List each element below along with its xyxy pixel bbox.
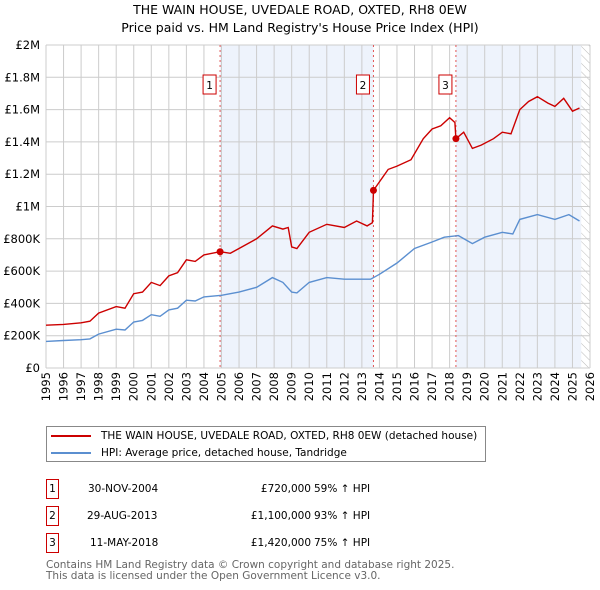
sale-date: 11-MAY-2018 — [90, 537, 159, 549]
x-tick-label: 1997 — [74, 372, 88, 401]
y-tick-label: £1.8M — [4, 70, 40, 84]
sale-date: 29-AUG-2013 — [87, 510, 158, 522]
sale-row-2: 2 29-AUG-2013 £1,100,000 93% ↑ HPI — [46, 506, 446, 528]
price-chart: 1995 1996 1997 1998 1999 2000 2001 2002 2003 2004… — [3, 38, 597, 401]
sale-hpi-change: 93% ↑ HPI — [314, 510, 371, 522]
hpi-line — [45, 213, 580, 343]
legend-label-property: THE WAIN HOUSE, UVEDALE ROAD, OXTED, RH8… — [101, 430, 478, 442]
x-tick-label: 2010 — [302, 372, 316, 401]
sale-label-box — [355, 74, 370, 95]
y-tick-label: £400K — [3, 296, 40, 310]
y-tick-label: £1.6M — [4, 103, 40, 117]
legend-swatch-property — [51, 435, 91, 437]
x-tick-label: 2017 — [425, 372, 439, 401]
x-tick-label: 2016 — [408, 372, 422, 401]
x-tick-label: 2004 — [197, 372, 211, 401]
x-tick-label: 2001 — [144, 372, 158, 401]
x-tick-label: 2000 — [127, 372, 141, 401]
x-tick-label: 1996 — [57, 372, 71, 401]
sale-badge: 1 — [46, 479, 59, 499]
legend-label-hpi: HPI: Average price, detached house, Tand… — [101, 447, 347, 459]
x-tick-label: 2020 — [478, 372, 492, 401]
x-tick-label: 2003 — [179, 372, 193, 401]
x-tick-label: 2009 — [285, 372, 299, 401]
x-tick-label: 1995 — [39, 372, 53, 401]
y-tick-label: £600K — [3, 264, 40, 278]
x-tick-label: 2005 — [214, 372, 228, 401]
x-tick-label: 2019 — [460, 372, 474, 401]
x-tick-label: 2024 — [548, 372, 562, 401]
sale-point — [452, 135, 460, 143]
sale-row-3: 3 11-MAY-2018 £1,420,000 75% ↑ HPI — [46, 533, 446, 555]
property-price-line — [45, 95, 580, 326]
x-tick-label: 2014 — [372, 372, 386, 401]
x-tick-label: 2002 — [162, 372, 176, 401]
y-tick-label: £1.4M — [4, 135, 40, 149]
x-tick-label: 2008 — [267, 372, 281, 401]
y-tick-label: £1M — [15, 200, 40, 214]
x-tick-label: 2026 — [583, 372, 597, 401]
y-tick-label: £0 — [25, 361, 40, 375]
x-tick-label: 2022 — [513, 372, 527, 401]
sale-price: £1,100,000 — [250, 510, 311, 522]
sale-label-box — [438, 74, 453, 95]
legend: THE WAIN HOUSE, UVEDALE ROAD, OXTED, RH8… — [46, 426, 486, 462]
sale-hpi-change: 59% ↑ HPI — [314, 483, 371, 495]
sale-hpi-change: 75% ↑ HPI — [314, 537, 371, 549]
chart-title: THE WAIN HOUSE, UVEDALE ROAD, OXTED, RH8… — [133, 2, 467, 17]
sale-price: £720,000 — [260, 483, 311, 495]
footer-line-1: Contains HM Land Registry data © Crown c… — [46, 559, 455, 571]
footer-line-2: This data is licensed under the Open Gov… — [46, 570, 381, 582]
sale-label-box — [202, 74, 217, 95]
sale-badge: 3 — [46, 533, 59, 553]
chart-subtitle: Price paid vs. HM Land Registry's House … — [121, 20, 479, 35]
sale-row-1: 1 30-NOV-2004 £720,000 59% ↑ HPI — [46, 479, 446, 501]
x-tick-label: 2012 — [337, 372, 351, 401]
x-tick-label: 2015 — [390, 372, 404, 401]
sale-badge: 2 — [46, 506, 59, 526]
legend-swatch-hpi — [51, 452, 91, 454]
x-tick-label: 1998 — [92, 372, 106, 401]
sale-label: 2 — [360, 80, 367, 92]
x-tick-label: 2018 — [443, 372, 457, 401]
sale-price: £1,420,000 — [250, 537, 311, 549]
y-tick-label: £1.2M — [4, 167, 40, 181]
x-tick-label: 2021 — [495, 372, 509, 401]
x-tick-label: 2013 — [355, 372, 369, 401]
sale-label: 3 — [442, 80, 449, 92]
sale-label: 1 — [206, 80, 213, 92]
y-tick-label: £800K — [3, 232, 40, 246]
legend-item-hpi: HPI: Average price, detached house, Tand… — [51, 445, 347, 461]
x-tick-label: 2011 — [320, 372, 334, 401]
legend-item-property: THE WAIN HOUSE, UVEDALE ROAD, OXTED, RH8… — [51, 428, 477, 444]
x-tick-label: 1999 — [109, 372, 123, 401]
x-tick-label: 2025 — [565, 372, 579, 401]
x-tick-label: 2006 — [232, 372, 246, 401]
x-tick-label: 2023 — [530, 372, 544, 401]
sale-point — [216, 248, 224, 256]
footer: Contains HM Land Registry data © Crown c… — [46, 560, 454, 582]
sale-point — [369, 186, 377, 194]
y-tick-label: £200K — [3, 329, 40, 343]
y-tick-label: £2M — [15, 38, 40, 52]
sale-date: 30-NOV-2004 — [88, 483, 159, 495]
x-tick-label: 2007 — [250, 372, 264, 401]
